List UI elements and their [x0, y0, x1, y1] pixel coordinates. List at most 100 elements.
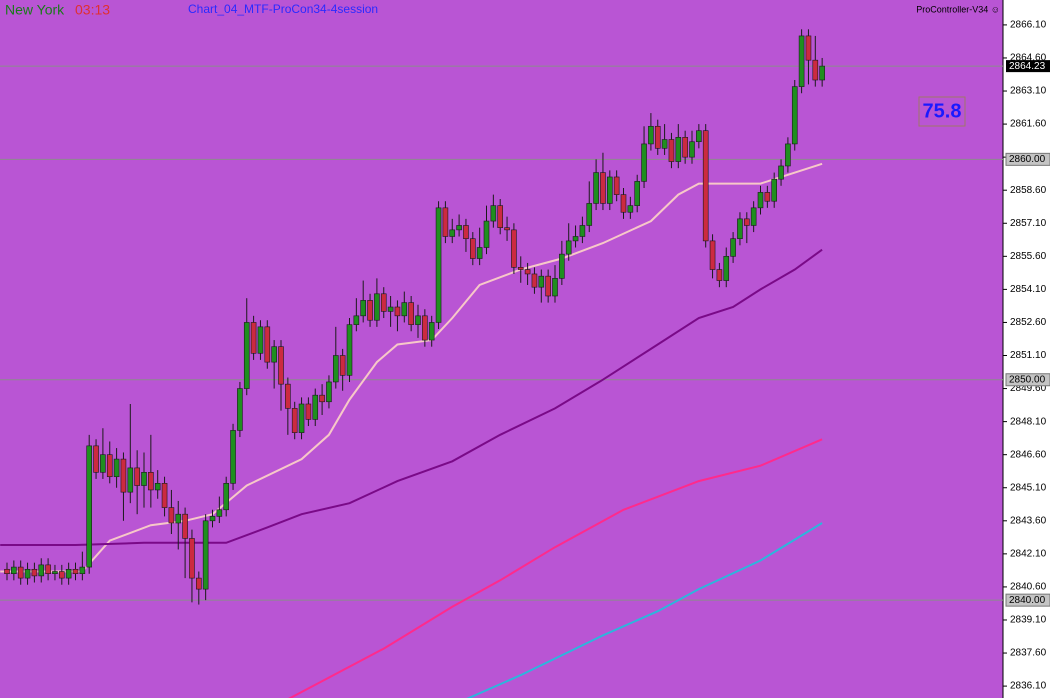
- candle-body: [627, 205, 634, 213]
- candle-body: [463, 225, 469, 239]
- candle-body: [689, 141, 695, 158]
- candle-body: [264, 326, 271, 363]
- moving-average-line: [466, 522, 823, 698]
- candle-body: [298, 403, 305, 433]
- candle-body: [579, 225, 586, 237]
- candle-body: [819, 65, 825, 81]
- candle-body: [743, 218, 750, 226]
- level-label: 2860.00: [1009, 154, 1046, 165]
- candle-body: [524, 269, 531, 275]
- candle-body: [757, 192, 764, 209]
- candle-body: [100, 454, 106, 473]
- y-tick-label: 2863.10: [1010, 86, 1047, 97]
- candle-body: [196, 577, 202, 590]
- candle-body: [497, 205, 504, 228]
- candle-body: [271, 346, 277, 363]
- candle-body: [312, 394, 319, 420]
- candle-body: [72, 568, 79, 574]
- candle-body: [634, 181, 641, 206]
- candle-body: [709, 240, 716, 270]
- last-price-label: 2864.23: [1009, 61, 1046, 72]
- candle-body: [511, 229, 517, 268]
- candle-body: [771, 178, 778, 202]
- candle-body: [223, 483, 229, 511]
- candle-body: [422, 315, 428, 341]
- candle-body: [278, 346, 284, 385]
- candle-body: [250, 322, 257, 354]
- candle-body: [696, 130, 702, 143]
- indicator-box: [918, 96, 966, 127]
- candle-body: [401, 302, 408, 317]
- candle-body: [45, 564, 51, 574]
- candle-body: [154, 483, 161, 491]
- candle-body: [161, 483, 168, 508]
- candle-body: [113, 458, 120, 478]
- candle-body: [449, 229, 456, 237]
- candle-body: [812, 59, 819, 81]
- candle-body: [230, 430, 236, 484]
- candle-body: [490, 205, 497, 222]
- candle-body: [326, 381, 332, 403]
- y-tick-label: 2837.60: [1010, 648, 1047, 659]
- indicator-value: 75.8: [923, 100, 962, 122]
- candle-body: [24, 568, 31, 579]
- moving-average-line: [0, 248, 823, 546]
- y-tick-label: 2854.10: [1010, 284, 1047, 295]
- candle-body: [243, 322, 250, 389]
- candle-body: [798, 35, 805, 87]
- candle-body: [730, 238, 736, 257]
- candle-body: [613, 176, 620, 195]
- candle-body: [182, 513, 188, 539]
- candle-body: [586, 203, 593, 226]
- candle-body: [65, 568, 72, 579]
- candle-body: [120, 458, 127, 493]
- y-tick-label: 2852.60: [1010, 317, 1047, 328]
- candle-body: [716, 269, 723, 281]
- candle-body: [4, 568, 10, 574]
- candle-body: [141, 472, 147, 486]
- candle-body: [545, 275, 551, 297]
- candle-body: [737, 218, 743, 239]
- candle-body: [79, 566, 86, 574]
- indicator-name: ProController-V34 ☺: [916, 4, 1000, 14]
- candle-body: [189, 538, 195, 579]
- candle-body: [415, 315, 421, 325]
- y-tick-label: 2842.10: [1010, 549, 1047, 560]
- candle-body: [134, 467, 140, 486]
- marks: [0, 29, 1003, 698]
- candle-body: [565, 240, 572, 255]
- candle-body: [559, 253, 565, 279]
- candle-body: [469, 238, 476, 259]
- candle-body: [106, 454, 113, 478]
- candle-body: [476, 247, 483, 259]
- candle-body: [17, 566, 24, 579]
- level-label-box: [1005, 593, 1050, 607]
- candle-body: [750, 207, 757, 226]
- y-tick-label: 2866.10: [1010, 20, 1047, 31]
- plot-background: [0, 0, 1003, 698]
- axis-background: [1003, 0, 1050, 698]
- chart-title: Chart_04_MTF-ProCon34-4session: [188, 2, 378, 16]
- y-tick-label: 2845.10: [1010, 482, 1047, 493]
- y-tick-label: 2855.60: [1010, 251, 1047, 262]
- candle-body: [606, 176, 613, 204]
- candle-body: [93, 445, 99, 473]
- candle-body: [552, 278, 558, 297]
- candle-body: [353, 315, 360, 325]
- candle-body: [52, 571, 58, 574]
- candle-body: [778, 165, 784, 180]
- candle-body: [408, 302, 414, 325]
- candle-body: [339, 355, 346, 376]
- level-label: 2850.00: [1009, 374, 1046, 385]
- level-label-box: [1005, 373, 1050, 387]
- candle-body: [346, 324, 353, 376]
- session-label: New York: [5, 2, 65, 18]
- candle-body: [38, 564, 45, 577]
- candle-body: [456, 225, 462, 231]
- candle-body: [394, 306, 401, 317]
- candle-body: [86, 445, 92, 568]
- last-price-box: [1006, 60, 1050, 73]
- candle-body: [648, 125, 654, 145]
- y-tick-label: 2836.10: [1010, 681, 1047, 692]
